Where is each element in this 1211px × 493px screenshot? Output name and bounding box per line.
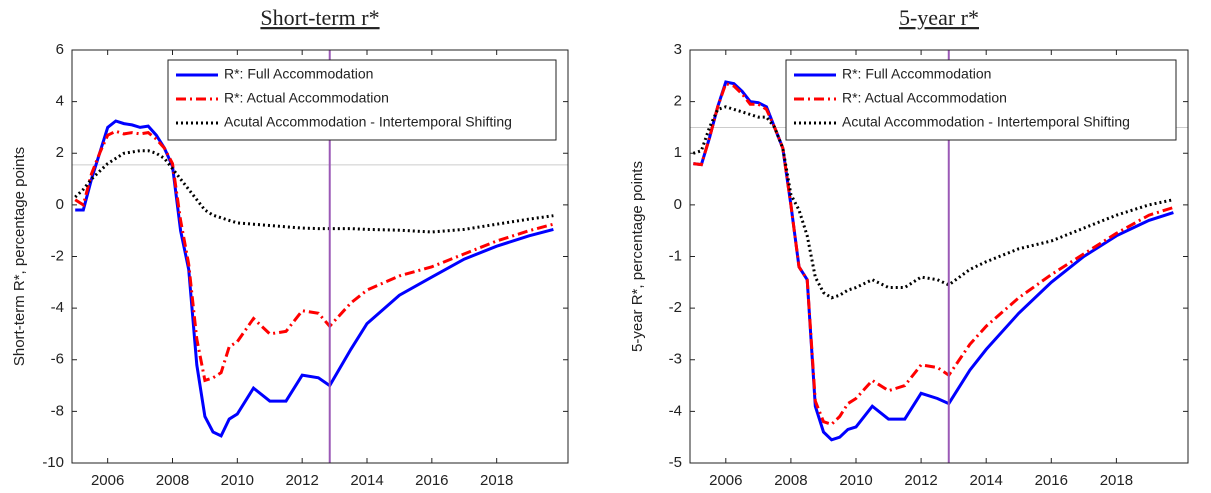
plot-frame xyxy=(71,49,569,464)
y-tick-label: 2 xyxy=(674,93,682,110)
y-tick-label: 1 xyxy=(674,144,682,161)
y-tick-label: 0 xyxy=(56,196,64,213)
y-tick-label: -2 xyxy=(51,247,64,264)
series-line xyxy=(692,105,1174,300)
y-tick-label: -2 xyxy=(669,299,682,316)
y-axis-label: 5-year R*, percentage points xyxy=(629,161,646,352)
x-tick-label: 2018 xyxy=(480,472,513,489)
legend-label: Acutal Accommodation - Intertemporal Shi… xyxy=(224,114,512,130)
x-tick-label: 2006 xyxy=(709,472,742,489)
x-tick-label: 2012 xyxy=(285,472,318,489)
x-tick-label: 2010 xyxy=(839,472,872,489)
y-tick-label: -8 xyxy=(51,402,64,419)
y-tick-label: 2 xyxy=(56,144,64,161)
y-tick-label: -3 xyxy=(669,351,682,368)
x-tick-label: 2016 xyxy=(415,472,448,489)
legend-box xyxy=(167,59,557,141)
legend-label: R*: Full Accommodation xyxy=(224,66,373,82)
x-tick-label: 2010 xyxy=(221,472,254,489)
x-tick-label: 2012 xyxy=(904,472,937,489)
x-tick-label: 2008 xyxy=(156,472,189,489)
y-tick-label: -4 xyxy=(669,402,682,419)
plot-frame xyxy=(689,49,1189,464)
y-tick-label: 3 xyxy=(674,41,682,58)
legend-label: Acutal Accommodation - Intertemporal Shi… xyxy=(842,114,1130,130)
y-axis-label: Short-term R*, percentage points xyxy=(11,147,28,366)
legend-box xyxy=(785,59,1177,141)
series-line xyxy=(74,129,554,383)
y-tick-label: -1 xyxy=(669,247,682,264)
chart-title: 5-year r* xyxy=(899,5,979,30)
legend-label: R*: Actual Accommodation xyxy=(224,90,389,106)
y-tick-label: 6 xyxy=(56,41,64,58)
x-tick-label: 2008 xyxy=(774,472,807,489)
y-tick-label: 4 xyxy=(56,93,64,110)
x-tick-label: 2014 xyxy=(970,472,1003,489)
series-line xyxy=(693,80,1174,442)
y-tick-label: -6 xyxy=(51,351,64,368)
y-tick-label: -5 xyxy=(669,454,682,471)
legend-label: R*: Actual Accommodation xyxy=(842,90,1007,106)
x-tick-label: 2014 xyxy=(350,472,383,489)
x-tick-label: 2006 xyxy=(91,472,124,489)
series-line xyxy=(74,149,554,234)
y-tick-label: -4 xyxy=(51,299,64,316)
chart-title: Short-term r* xyxy=(260,5,379,30)
legend-label: R*: Full Accommodation xyxy=(842,66,991,82)
series-line xyxy=(75,119,554,438)
y-tick-label: 0 xyxy=(674,196,682,213)
x-tick-label: 2018 xyxy=(1100,472,1133,489)
series-line xyxy=(693,81,1174,427)
y-tick-label: -10 xyxy=(42,454,64,471)
x-tick-label: 2016 xyxy=(1035,472,1068,489)
